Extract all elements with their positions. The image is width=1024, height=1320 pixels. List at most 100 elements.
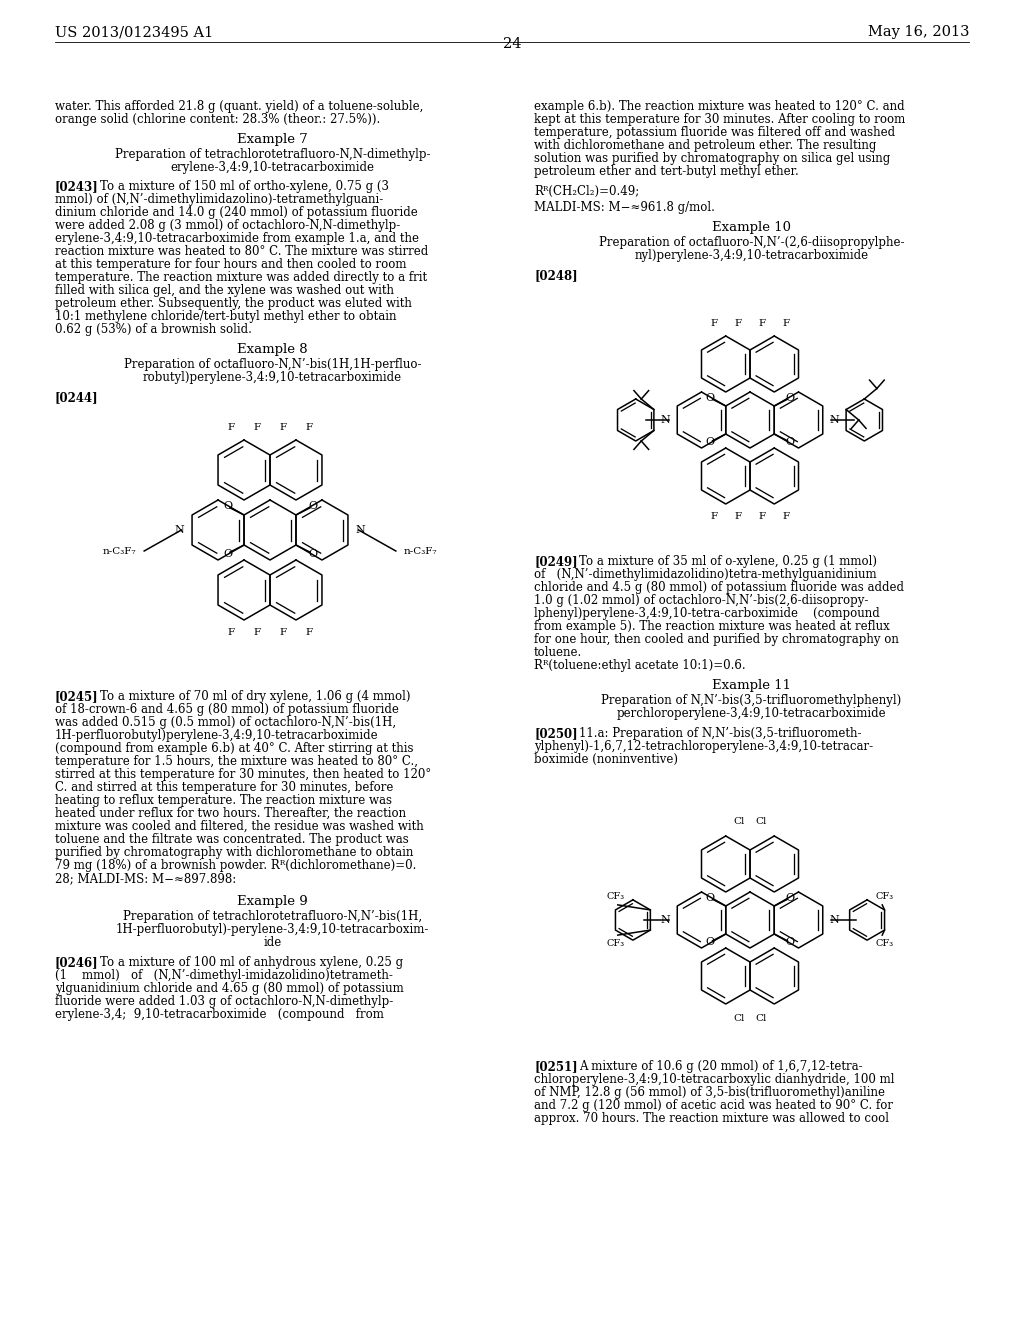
Text: F: F — [710, 319, 717, 327]
Text: dinium chloride and 14.0 g (240 mmol) of potassium fluoride: dinium chloride and 14.0 g (240 mmol) of… — [55, 206, 418, 219]
Text: orange solid (chlorine content: 28.3% (theor.: 27.5%)).: orange solid (chlorine content: 28.3% (t… — [55, 114, 380, 125]
Text: n-C₃F₇: n-C₃F₇ — [102, 546, 136, 556]
Text: N: N — [829, 414, 840, 425]
Text: perchloroperylene-3,4:9,10-tetracarboximide: perchloroperylene-3,4:9,10-tetracarboxim… — [616, 708, 887, 719]
Text: To a mixture of 70 ml of dry xylene, 1.06 g (4 mmol): To a mixture of 70 ml of dry xylene, 1.0… — [100, 690, 411, 704]
Text: O: O — [308, 502, 317, 511]
Text: 10:1 methylene chloride/tert-butyl methyl ether to obtain: 10:1 methylene chloride/tert-butyl methy… — [55, 310, 396, 323]
Text: of NMP, 12.8 g (56 mmol) of 3,5-bis(trifluoromethyl)aniline: of NMP, 12.8 g (56 mmol) of 3,5-bis(trif… — [534, 1086, 885, 1100]
Text: reaction mixture was heated to 80° C. The mixture was stirred: reaction mixture was heated to 80° C. Th… — [55, 246, 428, 257]
Text: toluene and the filtrate was concentrated. The product was: toluene and the filtrate was concentrate… — [55, 833, 409, 846]
Text: 24: 24 — [503, 37, 521, 51]
Text: erylene-3,4:9,10-tetracarboximide: erylene-3,4:9,10-tetracarboximide — [171, 161, 375, 174]
Text: To a mixture of 100 ml of anhydrous xylene, 0.25 g: To a mixture of 100 ml of anhydrous xyle… — [100, 956, 403, 969]
Text: [0248]: [0248] — [534, 269, 578, 282]
Text: Cl: Cl — [733, 1014, 744, 1023]
Text: Cl: Cl — [756, 817, 767, 826]
Text: O: O — [785, 937, 795, 948]
Text: [0245]: [0245] — [55, 690, 98, 704]
Text: heated under reflux for two hours. Thereafter, the reaction: heated under reflux for two hours. There… — [55, 807, 407, 820]
Text: N: N — [829, 915, 840, 925]
Text: chloride and 4.5 g (80 mmol) of potassium fluoride was added: chloride and 4.5 g (80 mmol) of potassiu… — [534, 581, 904, 594]
Text: CF₃: CF₃ — [876, 892, 893, 900]
Text: [0251]: [0251] — [534, 1060, 578, 1073]
Text: O: O — [785, 392, 795, 403]
Text: toluene.: toluene. — [534, 645, 583, 659]
Text: N: N — [660, 915, 671, 925]
Text: N: N — [356, 525, 366, 535]
Text: O: O — [706, 937, 715, 948]
Text: Preparation of octafluoro-N,N’-(2,6-diisopropylphe-: Preparation of octafluoro-N,N’-(2,6-diis… — [599, 236, 904, 249]
Text: F: F — [305, 628, 312, 638]
Text: Example 11: Example 11 — [712, 678, 791, 692]
Text: temperature for 1.5 hours, the mixture was heated to 80° C.,: temperature for 1.5 hours, the mixture w… — [55, 755, 418, 768]
Text: fluoride were added 1.03 g of octachloro-N,N-dimethylp-: fluoride were added 1.03 g of octachloro… — [55, 995, 393, 1008]
Text: O: O — [785, 437, 795, 447]
Text: ylguanidinium chloride and 4.65 g (80 mmol) of potassium: ylguanidinium chloride and 4.65 g (80 mm… — [55, 982, 403, 995]
Text: Preparation of N,N’-bis(3,5-trifluoromethylphenyl): Preparation of N,N’-bis(3,5-trifluoromet… — [601, 694, 901, 708]
Text: petroleum ether and tert-butyl methyl ether.: petroleum ether and tert-butyl methyl et… — [534, 165, 799, 178]
Text: mmol) of (N,N’-dimethylimidazolino)-tetramethylguani-: mmol) of (N,N’-dimethylimidazolino)-tetr… — [55, 193, 383, 206]
Text: [0244]: [0244] — [55, 391, 98, 404]
Text: O: O — [223, 549, 232, 558]
Text: Example 7: Example 7 — [238, 133, 308, 147]
Text: stirred at this temperature for 30 minutes, then heated to 120°: stirred at this temperature for 30 minut… — [55, 768, 431, 781]
Text: F: F — [254, 628, 260, 638]
Text: O: O — [706, 392, 715, 403]
Text: A mixture of 10.6 g (20 mmol) of 1,6,7,12-tetra-: A mixture of 10.6 g (20 mmol) of 1,6,7,1… — [579, 1060, 862, 1073]
Text: O: O — [706, 437, 715, 447]
Text: 0.62 g (53%) of a brownish solid.: 0.62 g (53%) of a brownish solid. — [55, 323, 252, 337]
Text: and 7.2 g (120 mmol) of acetic acid was heated to 90° C. for: and 7.2 g (120 mmol) of acetic acid was … — [534, 1100, 893, 1111]
Text: example 6.b). The reaction mixture was heated to 120° C. and: example 6.b). The reaction mixture was h… — [534, 100, 904, 114]
Text: erylene-3,4:9,10-tetracarboximide from example 1.a, and the: erylene-3,4:9,10-tetracarboximide from e… — [55, 232, 419, 246]
Text: May 16, 2013: May 16, 2013 — [867, 25, 969, 40]
Text: nyl)perylene-3,4:9,10-tetracarboximide: nyl)perylene-3,4:9,10-tetracarboximide — [635, 249, 868, 261]
Text: water. This afforded 21.8 g (quant. yield) of a toluene-soluble,: water. This afforded 21.8 g (quant. yiel… — [55, 100, 423, 114]
Text: Preparation of octafluoro-N,N’-bis(1H,1H-perfluo-: Preparation of octafluoro-N,N’-bis(1H,1H… — [124, 358, 421, 371]
Text: F: F — [227, 422, 234, 432]
Text: Example 8: Example 8 — [238, 343, 308, 356]
Text: filled with silica gel, and the xylene was washed out with: filled with silica gel, and the xylene w… — [55, 284, 394, 297]
Text: CF₃: CF₃ — [606, 892, 625, 900]
Text: chloroperylene-3,4:9,10-tetracarboxylic dianhydride, 100 ml: chloroperylene-3,4:9,10-tetracarboxylic … — [534, 1073, 895, 1086]
Text: [0246]: [0246] — [55, 956, 98, 969]
Text: heating to reflux temperature. The reaction mixture was: heating to reflux temperature. The react… — [55, 795, 392, 807]
Text: 1H-perfluorobutyl)-perylene-3,4:9,10-tetracarboxim-: 1H-perfluorobutyl)-perylene-3,4:9,10-tet… — [116, 923, 429, 936]
Text: F: F — [710, 512, 717, 521]
Text: O: O — [706, 892, 715, 903]
Text: C. and stirred at this temperature for 30 minutes, before: C. and stirred at this temperature for 3… — [55, 781, 393, 795]
Text: solution was purified by chromatography on silica gel using: solution was purified by chromatography … — [534, 152, 890, 165]
Text: Example 10: Example 10 — [712, 220, 791, 234]
Text: N: N — [660, 414, 671, 425]
Text: [0249]: [0249] — [534, 554, 578, 568]
Text: MALDI-MS: M−≈961.8 g/mol.: MALDI-MS: M−≈961.8 g/mol. — [534, 201, 715, 214]
Text: [0250]: [0250] — [534, 727, 578, 741]
Text: US 2013/0123495 A1: US 2013/0123495 A1 — [55, 25, 213, 40]
Text: at this temperature for four hours and then cooled to room: at this temperature for four hours and t… — [55, 257, 407, 271]
Text: petroleum ether. Subsequently, the product was eluted with: petroleum ether. Subsequently, the produ… — [55, 297, 412, 310]
Text: ylphenyl)-1,6,7,12-tetrachloroperylene-3,4:9,10-tetracar-: ylphenyl)-1,6,7,12-tetrachloroperylene-3… — [534, 741, 873, 752]
Text: Preparation of tetrachlorotetrafluoro-N,N’-bis(1H,: Preparation of tetrachlorotetrafluoro-N,… — [123, 909, 422, 923]
Text: purified by chromatography with dichloromethane to obtain: purified by chromatography with dichloro… — [55, 846, 414, 859]
Text: 1H-perfluorobutyl)perylene-3,4:9,10-tetracarboximide: 1H-perfluorobutyl)perylene-3,4:9,10-tetr… — [55, 729, 379, 742]
Text: F: F — [734, 512, 741, 521]
Text: mixture was cooled and filtered, the residue was washed with: mixture was cooled and filtered, the res… — [55, 820, 424, 833]
Text: 11.a: Preparation of N,N’-bis(3,5-trifluorometh-: 11.a: Preparation of N,N’-bis(3,5-triflu… — [579, 727, 861, 741]
Text: (compound from example 6.b) at 40° C. After stirring at this: (compound from example 6.b) at 40° C. Af… — [55, 742, 414, 755]
Text: F: F — [305, 422, 312, 432]
Text: CF₃: CF₃ — [606, 939, 625, 948]
Text: with dichloromethane and petroleum ether. The resulting: with dichloromethane and petroleum ether… — [534, 139, 877, 152]
Text: F: F — [782, 319, 790, 327]
Text: of   (N,N’-dimethylimidazolidino)tetra-methylguanidinium: of (N,N’-dimethylimidazolidino)tetra-met… — [534, 568, 877, 581]
Text: Rᴿ(CH₂Cl₂)=0.49;: Rᴿ(CH₂Cl₂)=0.49; — [534, 185, 639, 198]
Text: O: O — [223, 502, 232, 511]
Text: approx. 70 hours. The reaction mixture was allowed to cool: approx. 70 hours. The reaction mixture w… — [534, 1111, 889, 1125]
Text: N: N — [174, 525, 184, 535]
Text: F: F — [227, 628, 234, 638]
Text: 79 mg (18%) of a brownish powder. Rᴿ(dichloromethane)=0.: 79 mg (18%) of a brownish powder. Rᴿ(dic… — [55, 859, 417, 873]
Text: for one hour, then cooled and purified by chromatography on: for one hour, then cooled and purified b… — [534, 634, 899, 645]
Text: of 18-crown-6 and 4.65 g (80 mmol) of potassium fluoride: of 18-crown-6 and 4.65 g (80 mmol) of po… — [55, 704, 399, 715]
Text: F: F — [734, 319, 741, 327]
Text: erylene-3,4;  9,10-tetracarboximide   (compound   from: erylene-3,4; 9,10-tetracarboximide (comp… — [55, 1008, 384, 1020]
Text: Example 9: Example 9 — [238, 895, 308, 908]
